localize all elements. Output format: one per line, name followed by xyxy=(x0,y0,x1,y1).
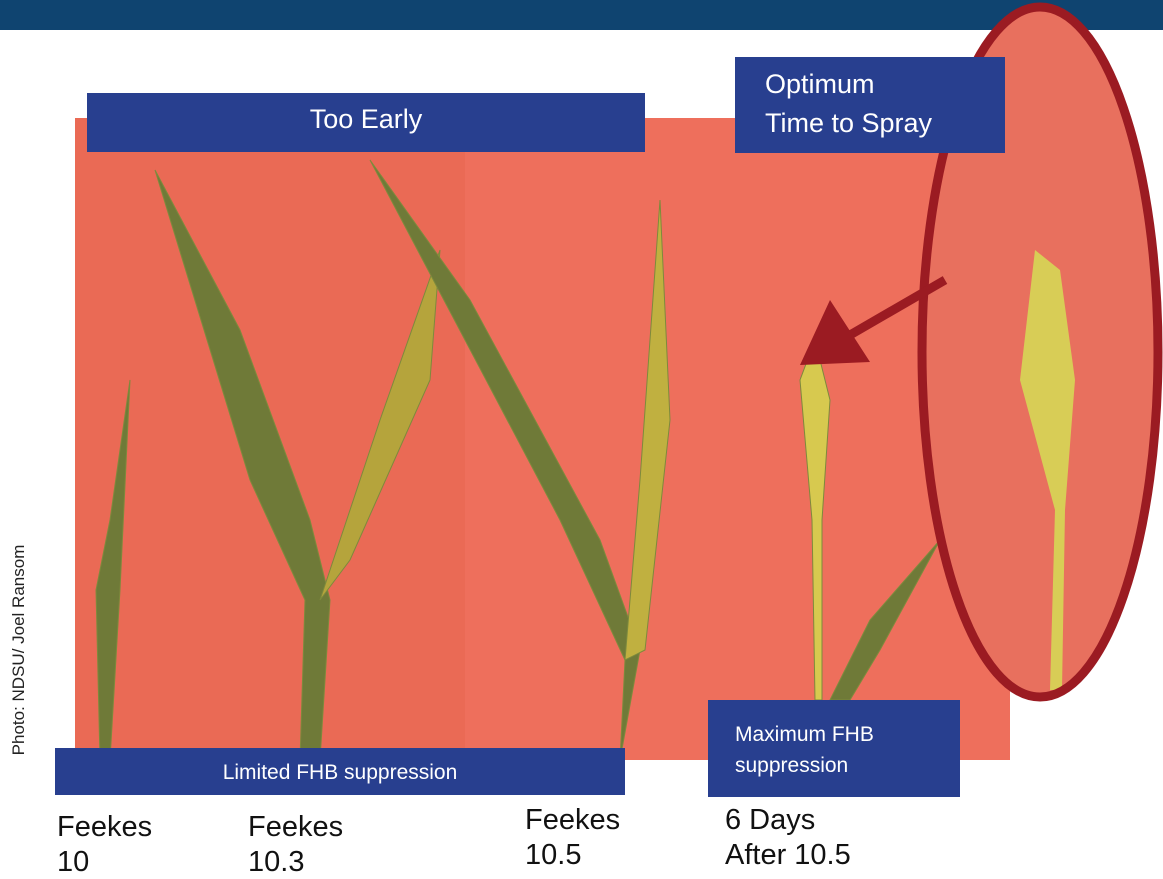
page: Too Early Optimum Time to Spray Limited … xyxy=(0,0,1163,879)
stage-label: 10.3 xyxy=(248,846,304,878)
banner-text: Limited FHB suppression xyxy=(223,761,458,784)
wheat-photo xyxy=(75,118,1010,760)
stage-label: 6 Days xyxy=(725,804,815,836)
stage-label: Feekes xyxy=(525,804,620,836)
banner-text: suppression xyxy=(735,754,848,777)
photo-credit: Photo: NDSU/ Joel Ransom xyxy=(9,545,28,756)
stage-label: Feekes xyxy=(248,811,343,843)
banner-text: Maximum FHB xyxy=(735,723,874,746)
header-bar xyxy=(0,0,1163,30)
stage-label: Feekes xyxy=(57,811,152,843)
banner-text: Too Early xyxy=(310,104,423,134)
slide: Too Early Optimum Time to Spray Limited … xyxy=(0,0,1163,879)
stage-label: 10 xyxy=(57,846,89,878)
stage-label: 10.5 xyxy=(525,839,581,871)
banner-text: Optimum xyxy=(765,69,875,99)
banner-text: Time to Spray xyxy=(765,108,933,138)
banner xyxy=(708,700,960,797)
stage-label: After 10.5 xyxy=(725,839,851,871)
